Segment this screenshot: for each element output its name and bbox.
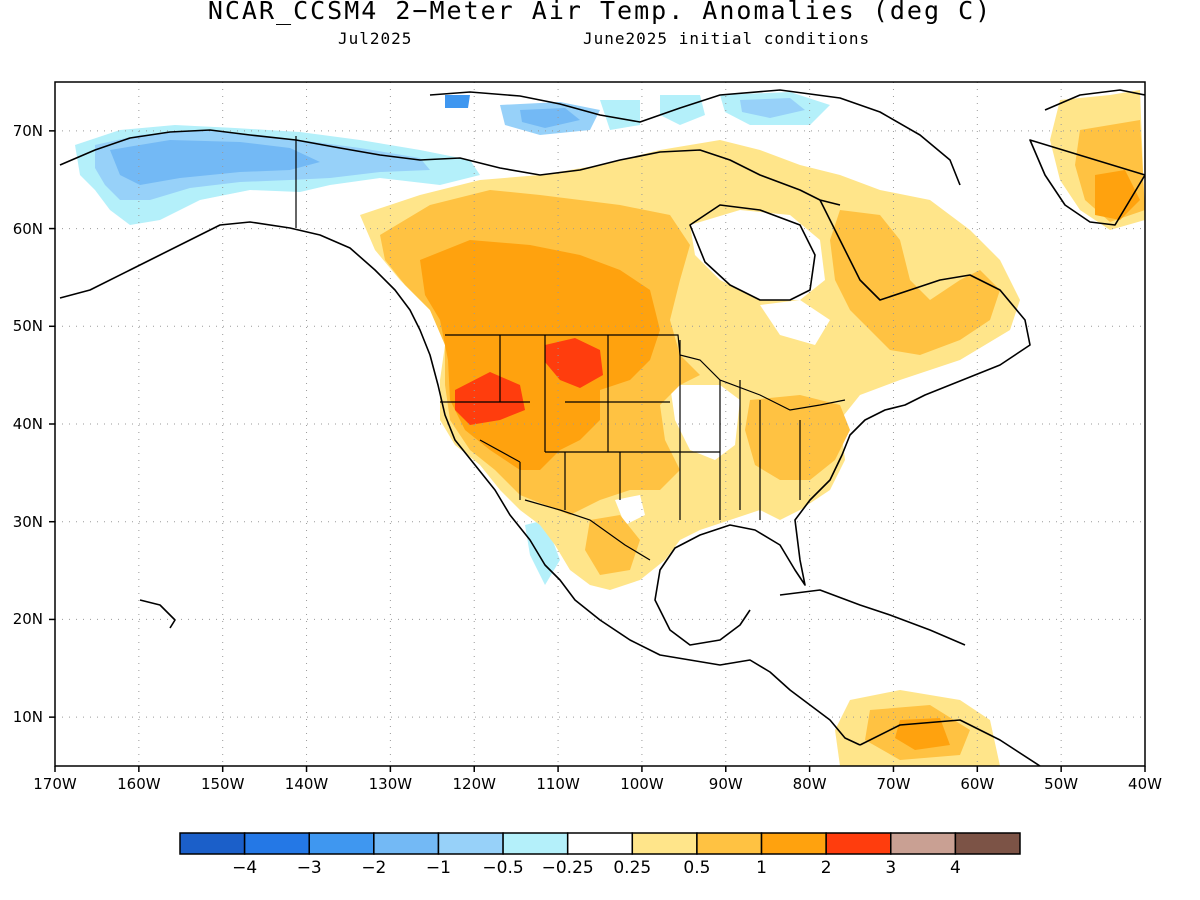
colorbar-swatch xyxy=(566,832,634,855)
colorbar-label: −2 xyxy=(361,858,387,878)
lat-tick-label: 70N xyxy=(12,121,43,140)
lon-tick-label: 170W xyxy=(33,775,77,793)
colorbar-swatch xyxy=(825,832,892,855)
colorbar-label: 4 xyxy=(949,858,961,878)
lon-tick-label: 130W xyxy=(368,775,413,793)
colorbar-label: 3 xyxy=(885,858,897,878)
lon-tick-label: 90W xyxy=(708,775,743,793)
lon-tick-label: 60W xyxy=(960,775,995,793)
colorbar-swatch xyxy=(179,832,246,855)
colorbar-label: −0.25 xyxy=(541,858,594,878)
lon-tick-label: 100W xyxy=(620,775,664,793)
lon-tick-label: 50W xyxy=(1044,775,1079,793)
lat-tick-label: 40N xyxy=(12,415,43,433)
colorbar xyxy=(179,832,1021,855)
colorbar-label: −0.5 xyxy=(482,858,524,878)
colorbar-swatch xyxy=(373,832,440,855)
lat-tick-label: 60N xyxy=(12,219,43,238)
lon-tick-label: 120W xyxy=(452,775,496,793)
initial-conditions: June2025 initial conditions xyxy=(583,29,871,48)
lon-tick-label: 110W xyxy=(536,775,580,793)
lon-tick-label: 150W xyxy=(200,775,245,793)
lat-tick-label: 30N xyxy=(12,512,43,531)
colorbar-swatch xyxy=(760,832,827,855)
colorbar-swatch xyxy=(954,832,1021,855)
colorbar-label: 0.5 xyxy=(683,858,711,878)
colorbar-swatch xyxy=(696,832,763,855)
colorbar-swatch xyxy=(631,832,698,855)
colorbar-swatch xyxy=(890,832,957,855)
colorbar-swatch xyxy=(502,832,569,855)
lat-tick-label: 50N xyxy=(12,317,43,336)
colorbar-label: −4 xyxy=(232,858,258,878)
colorbar-swatch xyxy=(243,832,310,855)
lon-tick-label: 160W xyxy=(117,775,161,793)
lat-tick-label: 10N xyxy=(12,708,43,727)
lon-tick-label: 140W xyxy=(284,775,329,793)
coastlines xyxy=(59,89,1145,766)
colorbar-label: −3 xyxy=(296,858,322,878)
lon-tick-label: 40W xyxy=(1128,775,1162,793)
map-title: NCAR_CCSM4 2−Meter Air Temp. Anomalies (… xyxy=(207,0,993,25)
lon-tick-label: 80W xyxy=(792,775,827,793)
colorbar-label: 2 xyxy=(820,858,832,878)
colorbar-label: 1 xyxy=(756,858,767,878)
lat-tick-label: 20N xyxy=(12,610,43,629)
colorbar-label: 0.25 xyxy=(613,858,652,878)
colorbar-swatch xyxy=(437,832,504,855)
anomaly-shading xyxy=(75,90,1145,766)
political-borders xyxy=(295,136,846,561)
forecast-month: Jul2025 xyxy=(338,29,413,48)
colorbar-label: −1 xyxy=(425,858,451,878)
lon-tick-label: 70W xyxy=(876,775,911,793)
colorbar-swatch xyxy=(308,832,375,855)
